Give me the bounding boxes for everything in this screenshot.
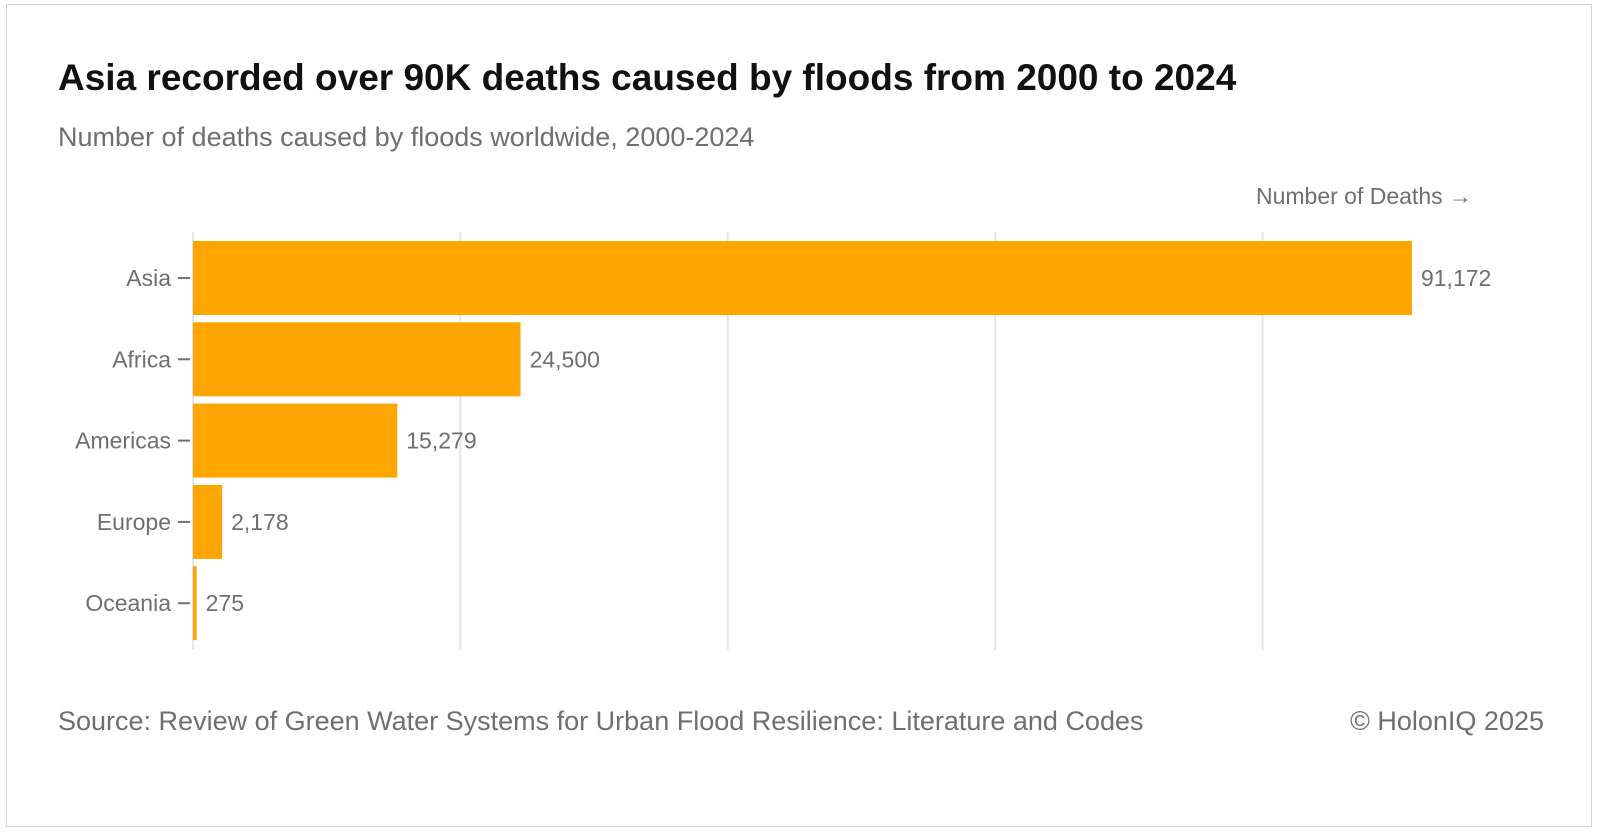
data-label: 2,178 <box>231 509 289 535</box>
data-label: 275 <box>206 590 244 616</box>
bar-europe <box>193 484 223 559</box>
bars <box>193 241 1412 641</box>
copyright-note: © HolonIQ 2025 <box>1349 706 1544 736</box>
chart-title: Asia recorded over 90K deaths caused by … <box>58 57 1237 98</box>
category-label: Americas <box>75 428 171 454</box>
category-label: Europe <box>97 509 171 535</box>
chart-subtitle: Number of deaths caused by floods worldw… <box>58 122 755 152</box>
data-label: 15,279 <box>406 428 476 454</box>
data-label: 24,500 <box>530 346 600 372</box>
source-note: Source: Review of Green Water Systems fo… <box>58 706 1144 736</box>
bar-africa <box>193 322 521 397</box>
bar-americas <box>193 403 398 478</box>
category-label: Africa <box>112 346 171 372</box>
labels: Asia 91,172 Africa 24,500 Americas 15,279 Euro… <box>75 265 1491 616</box>
x-axis-label: Number of Deaths → <box>1256 183 1472 209</box>
data-label: 91,172 <box>1421 265 1491 291</box>
category-label: Oceania <box>85 590 171 616</box>
bar-asia <box>193 241 1412 315</box>
category-label: Asia <box>126 265 171 291</box>
bar-oceania <box>193 566 197 641</box>
